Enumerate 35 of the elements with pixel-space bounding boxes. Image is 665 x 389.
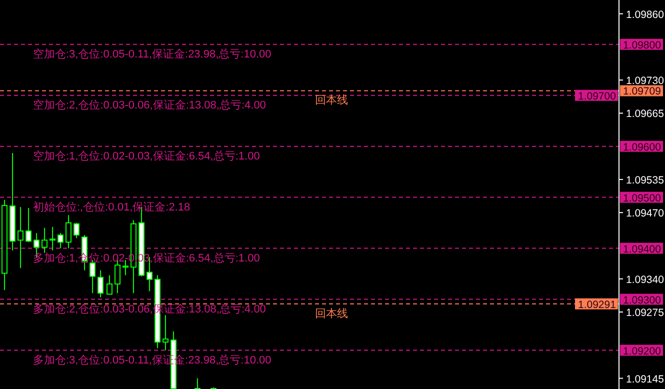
ref-line-label: 1.09800 <box>623 39 662 52</box>
y-tick-label: 1.09470 <box>626 208 664 220</box>
annotation: 空加仓:1,仓位:0.02-0.03,保证金:6.54,总亏:1.00 <box>33 149 260 162</box>
ref-line-label: 1.09600 <box>623 141 662 154</box>
ref-line-label: 1.09709 <box>623 86 662 98</box>
candlestick <box>74 222 80 239</box>
annotation: 空加仓:2,仓位:0.03-0.06,保证金:13.08,总亏:4.00 <box>33 98 266 112</box>
candlestick <box>106 274 112 295</box>
ref-line-label: 1.09200 <box>623 345 662 358</box>
y-tick-label: 1.09145 <box>626 373 664 386</box>
y-tick-label: 1.09340 <box>626 274 664 286</box>
y-tick-label: 1.09535 <box>626 174 664 186</box>
annotation: 回本线 <box>315 94 348 107</box>
ref-line-label: 1.09500 <box>623 192 662 204</box>
y-tick-label: 1.09665 <box>626 108 664 120</box>
candlestick <box>66 214 72 249</box>
candlestick <box>58 232 64 249</box>
annotation: 回本线 <box>315 306 348 320</box>
annotation: 初始仓位:,仓位:0.01,保证金:2.18 <box>33 200 190 214</box>
candlestick <box>42 227 48 254</box>
candlestick <box>26 208 32 243</box>
annotation: 空加仓:3,仓位:0.05-0.11,保证金:23.98,总亏:10.00 <box>33 47 272 60</box>
y-tick-label: 1.09860 <box>626 8 664 21</box>
ref-line-label: 1.09300 <box>623 294 662 306</box>
candlestick <box>98 270 104 298</box>
candlestick <box>162 314 168 351</box>
y-tick-label: 1.09275 <box>626 307 664 320</box>
y-tick-label: 1.09730 <box>626 75 664 88</box>
candlestick <box>50 226 56 251</box>
ref-line-label: 1.09700 <box>578 90 616 102</box>
candlestick <box>194 378 200 389</box>
annotation: 多加仓:2,仓位:0.03-0.06,保证金:13.08,总亏:4.00 <box>33 302 266 316</box>
ref-line-label: 1.09291 <box>578 298 616 311</box>
ref-line-label: 1.09400 <box>623 243 662 256</box>
candlestick <box>18 206 24 269</box>
